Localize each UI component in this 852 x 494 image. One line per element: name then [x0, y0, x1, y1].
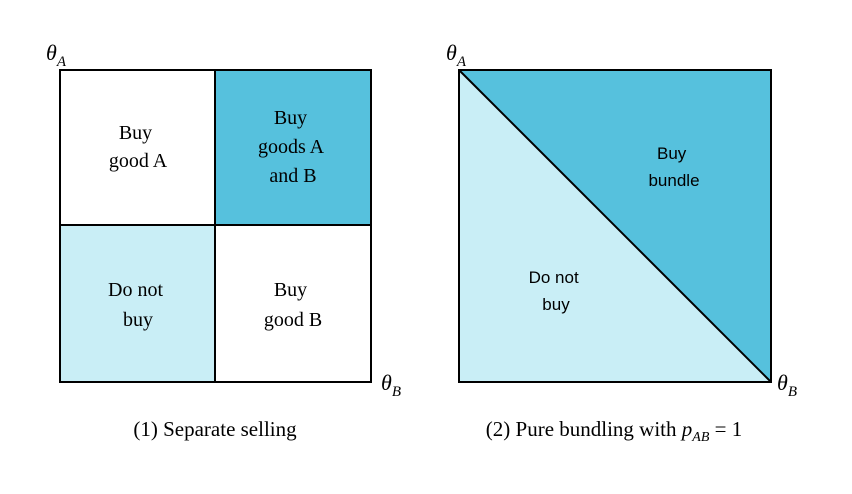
axis-label-theta-b-2: θB — [777, 370, 797, 400]
panel-separate-selling: Buy good A Buy goods A and B Do not buy … — [46, 40, 401, 441]
panel-pure-bundling: Buy bundle Do not buy θA θB (2) Pure bun… — [446, 40, 797, 445]
axis-label-theta-b: θB — [381, 370, 401, 400]
region-buy-good-b — [215, 225, 371, 382]
region-buy-good-a — [60, 70, 215, 225]
axis-label-theta-a: θA — [46, 40, 67, 70]
caption-separate-selling: (1) Separate selling — [133, 417, 297, 441]
axis-label-theta-a-2: θA — [446, 40, 467, 70]
caption-pure-bundling: (2) Pure bundling with pAB = 1 — [486, 417, 742, 445]
region-do-not-buy — [60, 225, 215, 382]
